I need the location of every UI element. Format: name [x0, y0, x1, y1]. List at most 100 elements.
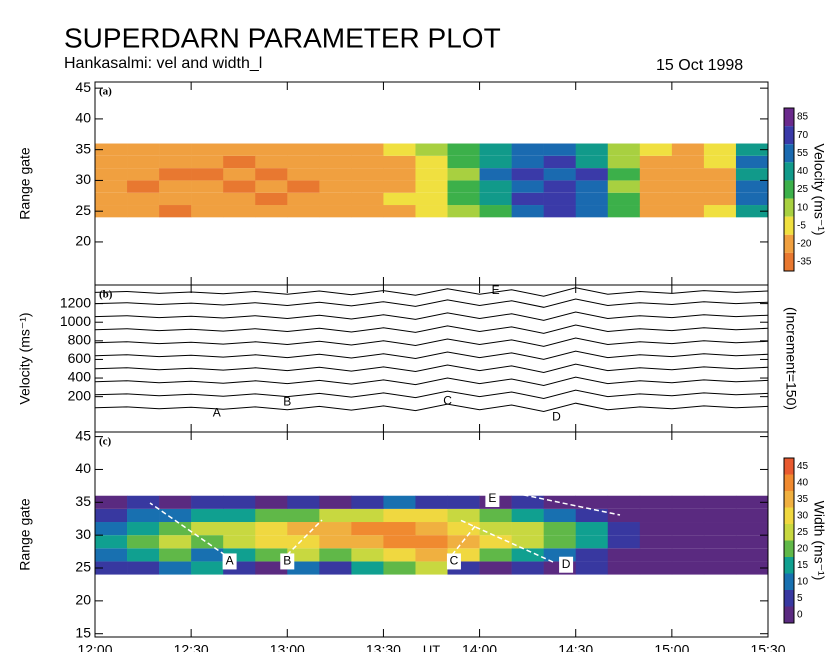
colorbar-tick-label: 55: [797, 148, 809, 159]
heat-cell: [544, 156, 576, 168]
heat-cell: [255, 205, 287, 217]
heat-cell: [480, 193, 512, 205]
heat-cell: [319, 535, 351, 548]
heat-cell: [95, 522, 127, 535]
heat-cell: [448, 522, 480, 535]
heat-cell: [512, 156, 544, 168]
heat-cell: [608, 180, 640, 192]
colorbar-swatch: [784, 162, 794, 180]
y-tick-label: 45: [75, 427, 91, 443]
heat-cell: [223, 168, 255, 180]
heat-cell: [512, 193, 544, 205]
y-tick-label: 200: [68, 387, 92, 403]
heat-cell: [576, 168, 608, 180]
heat-cell: [223, 193, 255, 205]
x-axis-label: UT: [423, 642, 440, 652]
heat-cell: [640, 496, 672, 509]
y-tick-label: 35: [75, 140, 91, 156]
heat-cell: [223, 509, 255, 522]
y-tick-label: 30: [75, 526, 91, 542]
heat-cell: [512, 180, 544, 192]
heat-cell: [704, 522, 736, 535]
heat-cell: [672, 205, 704, 217]
heat-cell: [319, 561, 351, 574]
heat-cell: [544, 168, 576, 180]
plot-frame: [95, 285, 768, 432]
heat-cell: [480, 522, 512, 535]
heat-cell: [704, 535, 736, 548]
heat-cell: [319, 496, 351, 509]
heat-cell: [415, 561, 447, 574]
y-tick-label: 20: [75, 592, 91, 608]
heat-cell: [704, 180, 736, 192]
heat-cell: [383, 535, 415, 548]
heat-cell: [127, 496, 159, 509]
heat-cell: [255, 509, 287, 522]
heat-cell: [640, 561, 672, 574]
heat-cell: [672, 144, 704, 156]
colorbar-swatch: [784, 590, 794, 607]
heat-cell: [672, 535, 704, 548]
panel-label: (c): [99, 436, 112, 448]
y-tick-label: 45: [75, 79, 91, 95]
colorbar-tick-label: 0: [797, 609, 803, 620]
heat-cell: [287, 535, 319, 548]
heat-cell: [319, 144, 351, 156]
heat-cell: [415, 193, 447, 205]
heat-cell: [608, 156, 640, 168]
right-label: (Increment=150): [783, 307, 799, 410]
heat-cell: [704, 168, 736, 180]
chart-subtitle: Hankasalmi: vel and width_l: [64, 55, 262, 72]
heat-cell: [223, 180, 255, 192]
colorbar-swatch: [784, 475, 794, 492]
heat-cell: [544, 509, 576, 522]
colorbar-swatch: [784, 508, 794, 525]
colorbar-swatch: [784, 126, 794, 144]
heat-cell: [512, 205, 544, 217]
heat-cell: [640, 509, 672, 522]
heat-cell: [448, 205, 480, 217]
heat-cell: [287, 156, 319, 168]
heat-cell: [736, 509, 768, 522]
heat-cell: [287, 168, 319, 180]
colorbar-tick-label: 30: [797, 510, 809, 521]
panel-label: (a): [99, 86, 112, 98]
series-line: [95, 299, 768, 307]
heat-cell: [608, 205, 640, 217]
heat-cell: [319, 180, 351, 192]
y-tick-label: 400: [68, 369, 92, 385]
colorbar-tick-label: 40: [797, 166, 809, 177]
y-axis-label: Range gate: [17, 498, 33, 571]
annotation: D: [562, 557, 571, 571]
heat-cell: [608, 522, 640, 535]
heat-cell: [287, 205, 319, 217]
heat-cell: [319, 522, 351, 535]
heat-cell: [415, 180, 447, 192]
heat-cell: [640, 548, 672, 561]
heat-cell: [287, 522, 319, 535]
y-axis-label: Range gate: [17, 147, 33, 220]
heat-cell: [383, 496, 415, 509]
heat-cell: [480, 156, 512, 168]
annotation: D: [552, 409, 561, 423]
y-tick-label: 15: [75, 624, 91, 640]
colorbar-label: Width (ms⁻¹): [811, 501, 827, 581]
x-tick-label: 13:00: [270, 642, 305, 652]
heat-cell: [415, 205, 447, 217]
colorbar-swatch: [784, 235, 794, 253]
heat-cell: [127, 180, 159, 192]
heat-cell: [736, 168, 768, 180]
heat-cell: [383, 205, 415, 217]
series-line: [95, 351, 768, 359]
heat-cell: [255, 180, 287, 192]
colorbar-swatch: [784, 253, 794, 271]
heat-cell: [608, 561, 640, 574]
heat-cell: [95, 180, 127, 192]
heat-cell: [383, 509, 415, 522]
heat-cell: [640, 168, 672, 180]
heat-cell: [351, 156, 383, 168]
heat-cell: [127, 535, 159, 548]
heat-cell: [191, 156, 223, 168]
heat-cell: [448, 156, 480, 168]
heat-cell: [159, 496, 191, 509]
